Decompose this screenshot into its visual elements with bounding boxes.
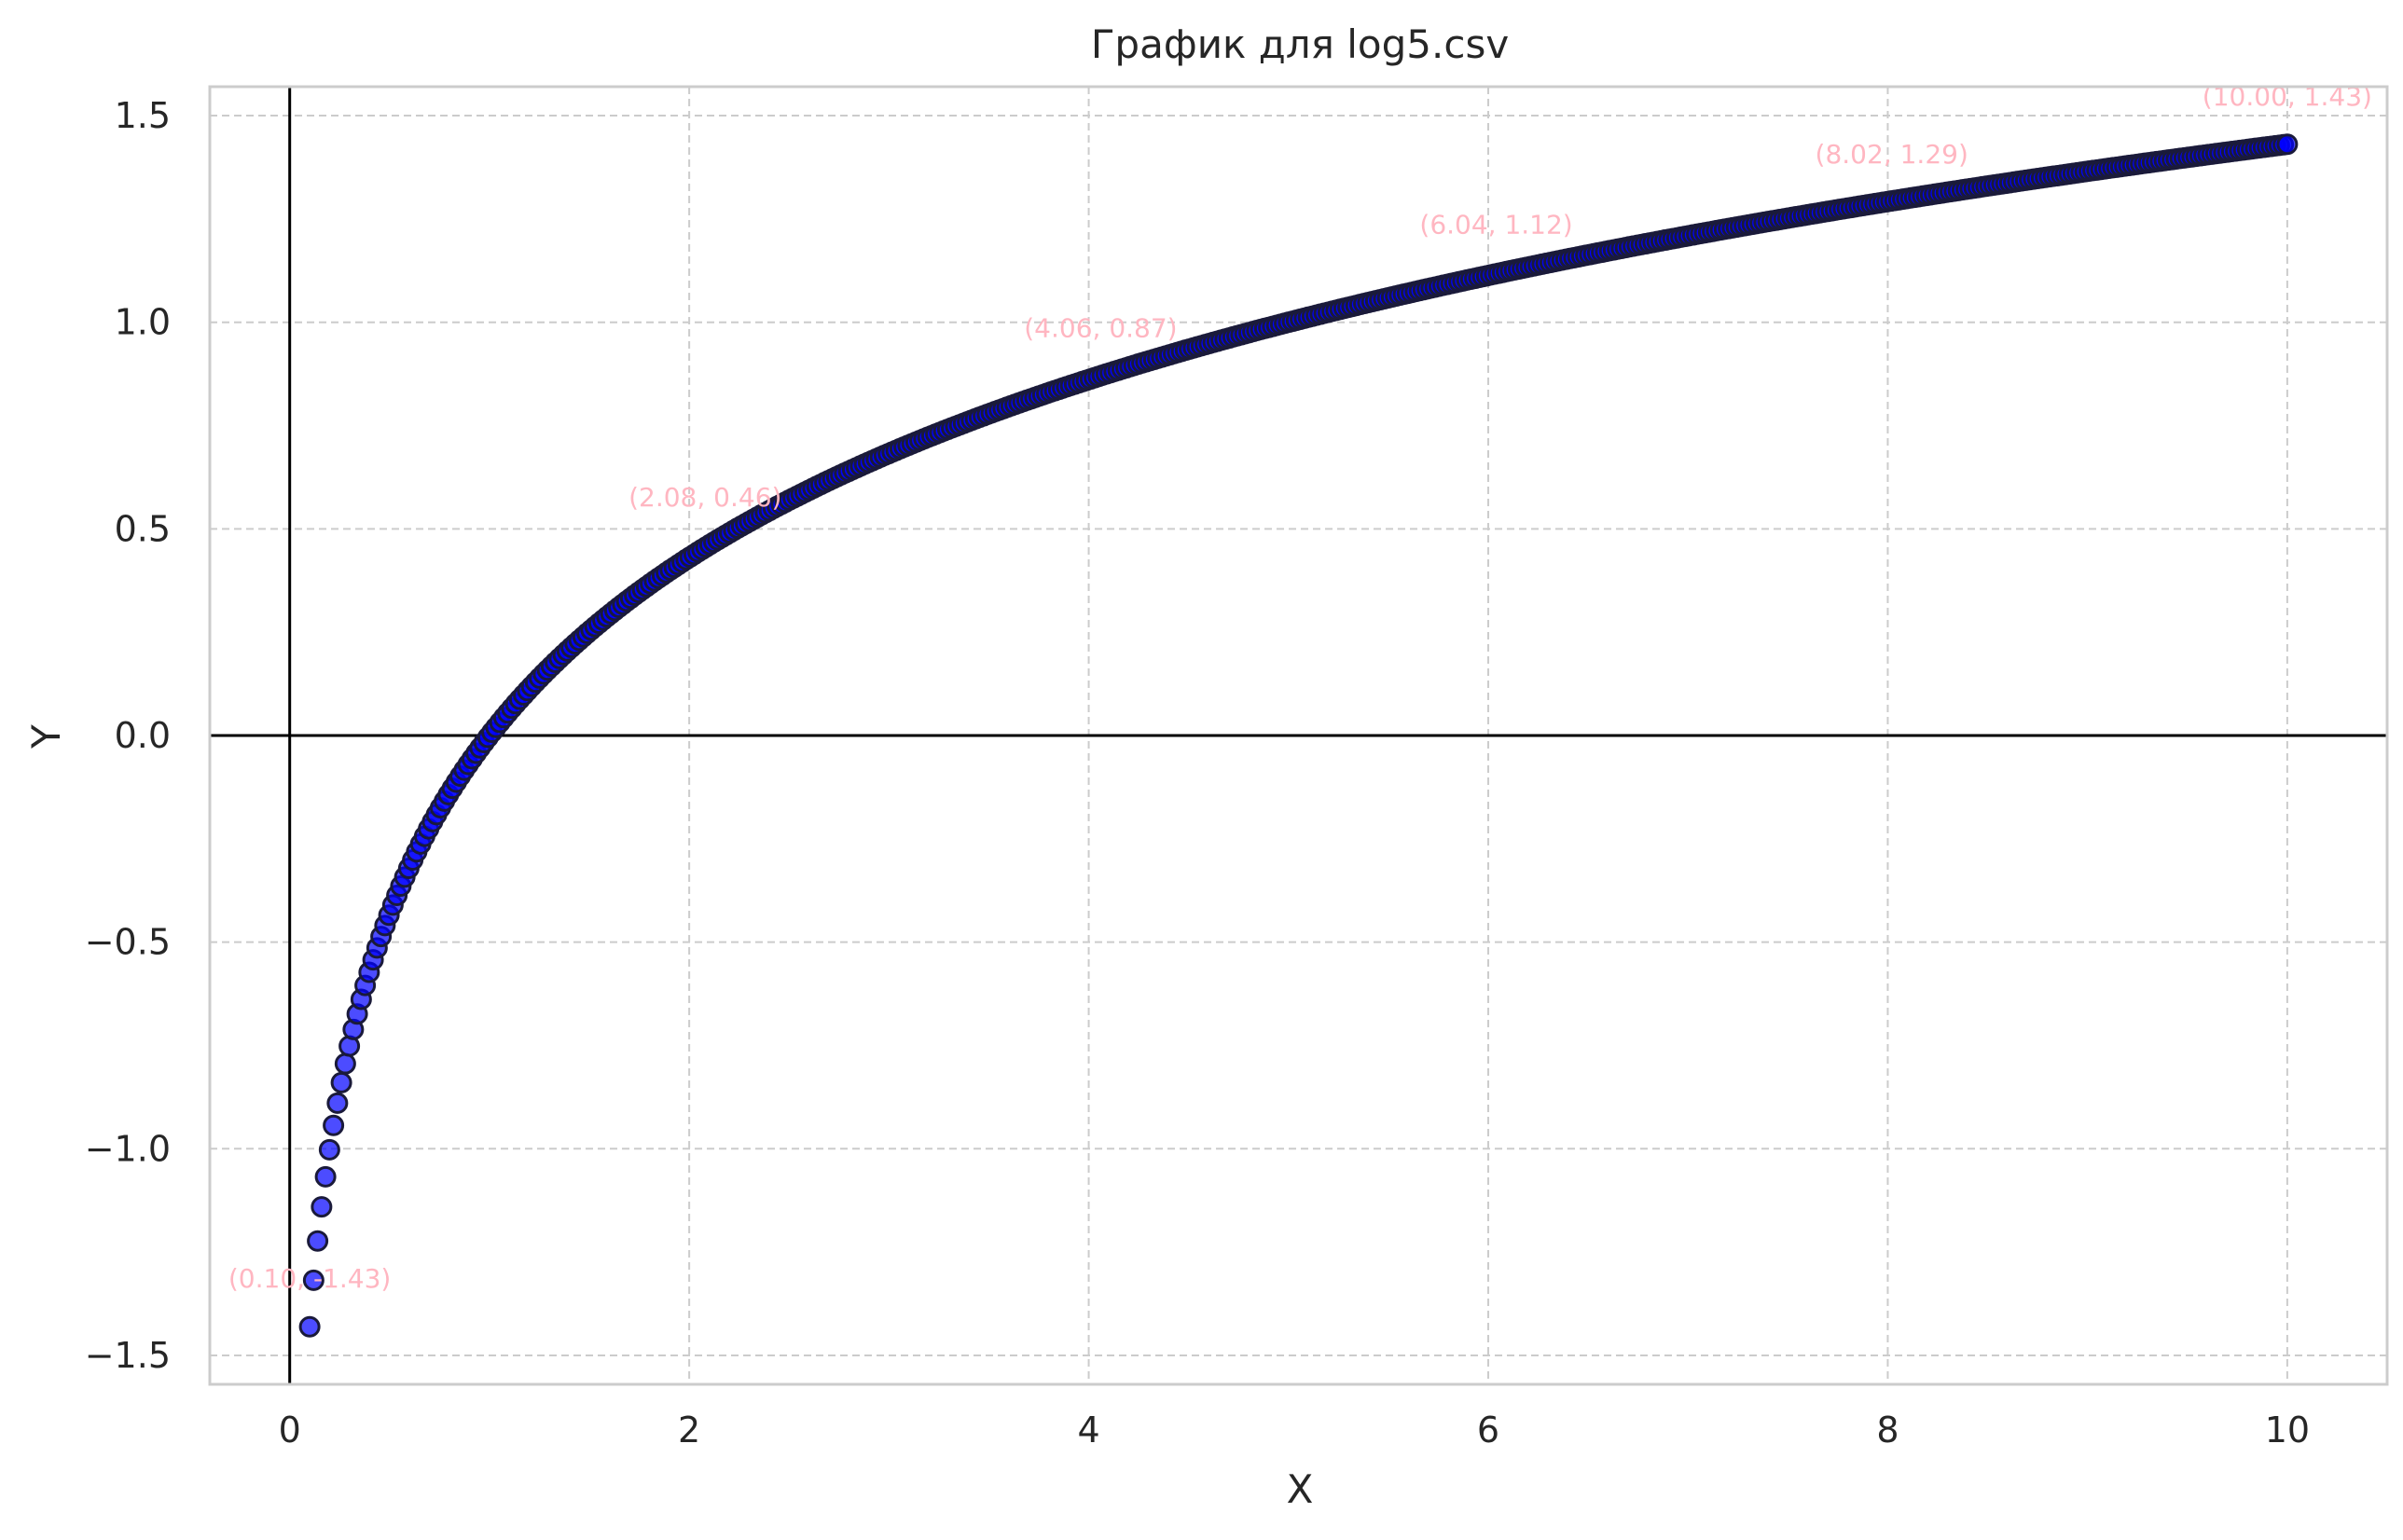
- data-points: [298, 133, 2299, 1338]
- x-tick-label: 8: [1876, 1409, 1899, 1451]
- y-tick-label: 1.5: [115, 95, 171, 136]
- plot-frame: [208, 85, 2389, 1386]
- y-tick-label: 0.0: [115, 715, 171, 756]
- point-annotation: (8.02, 1.29): [1816, 139, 1968, 170]
- data-point: [302, 1269, 325, 1291]
- data-point: [307, 1230, 329, 1252]
- point-annotation: (6.04, 1.12): [1419, 209, 1572, 240]
- y-axis-title: Y: [23, 724, 69, 749]
- point-annotation: (0.10, -1.43): [228, 1263, 391, 1294]
- x-tick-label: 10: [2265, 1409, 2310, 1451]
- data-point: [2276, 133, 2299, 156]
- x-axis-title: X: [1287, 1466, 1314, 1512]
- reference-lines: [210, 87, 2387, 1384]
- x-tick-label: 6: [1477, 1409, 1499, 1451]
- tick-labels: 0 2 4 6 8 10 −1.5 −1.0 −0.5 0.0 0.5 1.0 1.5: [85, 95, 2310, 1451]
- y-tick-label: −1.0: [85, 1128, 171, 1169]
- point-annotation: (2.08, 0.46): [628, 482, 781, 513]
- data-point: [323, 1114, 345, 1136]
- x-tick-label: 2: [678, 1409, 700, 1451]
- annotations: (0.10, -1.43) (2.08, 0.46) (4.06, 0.87) (6.…: [228, 81, 2372, 1294]
- x-tick-label: 4: [1077, 1409, 1099, 1451]
- data-point: [334, 1052, 356, 1075]
- data-point: [318, 1138, 340, 1161]
- y-tick-label: −0.5: [85, 922, 171, 963]
- x-tick-label: 0: [279, 1409, 301, 1451]
- data-point: [314, 1165, 337, 1188]
- y-tick-label: 1.0: [115, 302, 171, 343]
- data-point: [326, 1092, 349, 1114]
- point-annotation: (4.06, 0.87): [1024, 312, 1177, 343]
- chart-title: График для log5.csv: [1091, 21, 1509, 67]
- y-tick-label: 0.5: [115, 508, 171, 549]
- y-tick-label: −1.5: [85, 1335, 171, 1376]
- data-point: [298, 1315, 321, 1338]
- data-point: [330, 1071, 352, 1093]
- data-point: [311, 1196, 333, 1218]
